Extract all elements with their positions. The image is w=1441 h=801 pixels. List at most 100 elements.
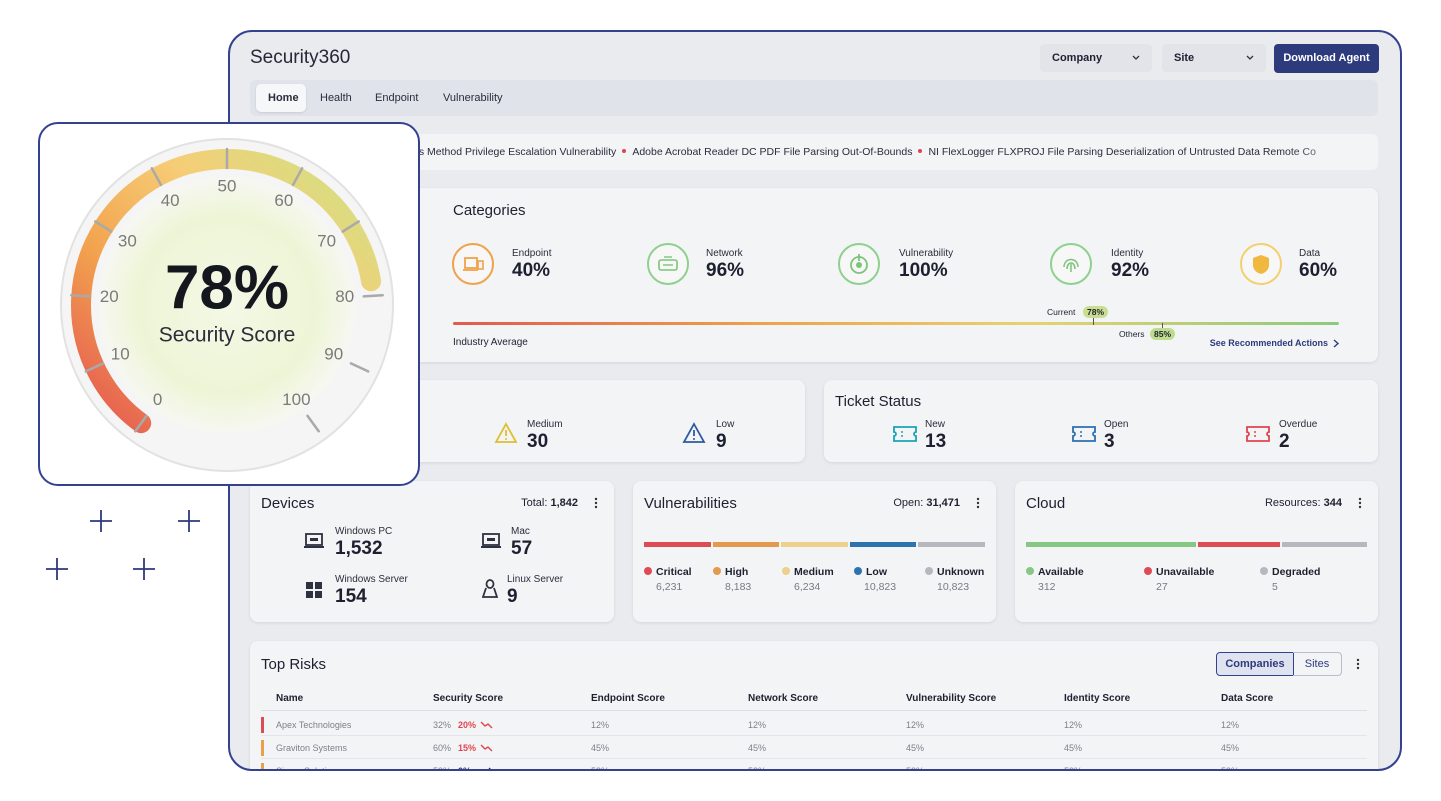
category-name: Endpoint <box>512 248 552 259</box>
row-name[interactable]: Apex Technologies <box>276 720 352 730</box>
legend-label: Unknown <box>937 566 985 578</box>
score: 12% <box>591 720 610 730</box>
device-value: 1,532 <box>335 538 383 559</box>
others-pill: 85% <box>1150 328 1176 340</box>
vulnerability-icon <box>838 243 880 285</box>
device-name: Windows PC <box>335 526 393 537</box>
gauge-card: 0 10 20 30 40 50 60 70 80 90 100 78% Security Score <box>38 122 420 486</box>
tab[interactable]: Endpoint <box>375 92 419 104</box>
recommended-link[interactable]: See Recommended Actions <box>1209 338 1328 348</box>
ticket-name: Overdue <box>1279 419 1318 430</box>
trend-icon <box>480 721 493 729</box>
others-marker <box>1162 323 1163 330</box>
windows-server-icon <box>306 582 322 598</box>
ticker-item: us Method Privilege Escalation Vulnerabi… <box>413 146 617 158</box>
score: 45% <box>1221 743 1240 753</box>
row-name[interactable]: Sigma Solutions <box>276 766 342 771</box>
decor-plus <box>46 510 200 580</box>
tab[interactable]: Vulnerability <box>443 92 503 104</box>
ticket-value: 2 <box>1279 431 1290 452</box>
score: 45% <box>591 743 610 753</box>
column-header: Security Score <box>433 693 504 704</box>
score-change: 20% <box>458 720 477 730</box>
gauge-tick <box>362 293 384 298</box>
linux-icon <box>482 579 498 598</box>
toggle-sites[interactable]: Sites <box>1293 652 1342 676</box>
top-risks-card: Top Risks Companies Sites Name Security … <box>250 641 1378 771</box>
medium-icon <box>494 422 518 443</box>
resources-label: Resources: <box>1264 497 1321 509</box>
download-button[interactable]: Download Agent <box>1274 44 1379 73</box>
bar-segment <box>1198 542 1280 547</box>
tab[interactable]: Home <box>268 92 299 104</box>
legend-label: Unavailable <box>1156 566 1215 578</box>
score: 45% <box>748 743 767 753</box>
windows-pc-icon <box>304 533 324 548</box>
total-value: 1,842 <box>550 497 578 509</box>
network-icon <box>647 243 689 285</box>
gauge-tick-label: 30 <box>118 231 137 250</box>
gauge-tick <box>70 293 92 298</box>
ticket-new-icon <box>893 426 917 442</box>
bar-segment <box>781 542 848 547</box>
current-marker <box>1093 318 1094 325</box>
ticker-item: NI FlexLogger FLXPROJ File Parsing Deser… <box>928 146 1316 158</box>
device-name: Windows Server <box>335 574 408 585</box>
card-title: Ticket Status <box>835 393 922 410</box>
device-value: 57 <box>511 538 533 559</box>
ticket-open-icon <box>1072 426 1096 442</box>
site-dropdown[interactable]: Site <box>1162 44 1266 72</box>
legend-item: Unknown <box>925 566 984 578</box>
bar-segment <box>918 542 985 547</box>
kebab-menu[interactable] <box>1356 658 1360 670</box>
categories-card: Categories Endpoint 40% Network 96% Vuln… <box>250 188 1378 362</box>
score: 12% <box>1064 720 1083 730</box>
company-dropdown[interactable]: Company <box>1040 44 1152 72</box>
gauge-tick <box>341 220 360 233</box>
ticker-text: us Method Privilege Escalation Vulnerabi… <box>413 146 1316 158</box>
dropdown-label: Site <box>1174 52 1195 64</box>
device-value: 154 <box>335 586 367 607</box>
score-change: 15% <box>458 743 477 753</box>
app-title: Security360 <box>250 47 351 68</box>
kebab-menu[interactable] <box>1358 497 1362 509</box>
legend-item: Low <box>854 566 887 578</box>
fade <box>1288 134 1378 170</box>
tickets-card: Ticket Status New 13 Open 3 Overdue 2 <box>824 380 1378 462</box>
column-header: Name <box>276 693 304 704</box>
score: 12% <box>906 720 925 730</box>
chevron <box>1132 55 1140 60</box>
open-label: Open: <box>893 497 924 509</box>
card-title: Vulnerabilities <box>644 495 737 512</box>
gauge-tick-label: 60 <box>274 191 293 210</box>
score: 12% <box>1221 720 1240 730</box>
bar-segment <box>712 542 780 547</box>
gauge-arc <box>71 149 382 434</box>
tab[interactable]: Health <box>320 92 352 104</box>
column-header: Vulnerability Score <box>906 693 997 704</box>
column-header: Endpoint Score <box>591 693 665 704</box>
dashboard-window: Security360 Company Site Download Agent … <box>228 30 1402 771</box>
legend-label: High <box>725 566 749 578</box>
legend-item: Unavailable <box>1144 566 1214 578</box>
trend-icon <box>480 744 493 752</box>
gauge-tick-label: 0 <box>153 390 162 409</box>
category-value: 92% <box>1111 260 1150 281</box>
identity-icon <box>1050 243 1092 285</box>
cloud-card: Cloud Resources: 344 Available 312 Unava… <box>1015 481 1378 622</box>
category-value: 40% <box>512 260 551 281</box>
gauge-tick <box>134 414 148 433</box>
toggle-companies[interactable]: Companies <box>1216 652 1294 676</box>
kebab-menu[interactable] <box>976 497 980 509</box>
card-title: Categories <box>453 202 526 219</box>
dropdown-label: Company <box>1052 52 1103 64</box>
gauge-caption: Security Score <box>159 324 296 347</box>
row-name[interactable]: Graviton Systems <box>276 743 348 753</box>
bullet <box>918 149 923 153</box>
bar-segment <box>644 542 711 547</box>
legend-count: 10,823 <box>864 581 897 593</box>
kebab-menu[interactable] <box>594 497 598 509</box>
column-header: Data Score <box>1221 693 1274 704</box>
score: 53% <box>1064 766 1083 771</box>
category-value: 96% <box>706 260 745 281</box>
